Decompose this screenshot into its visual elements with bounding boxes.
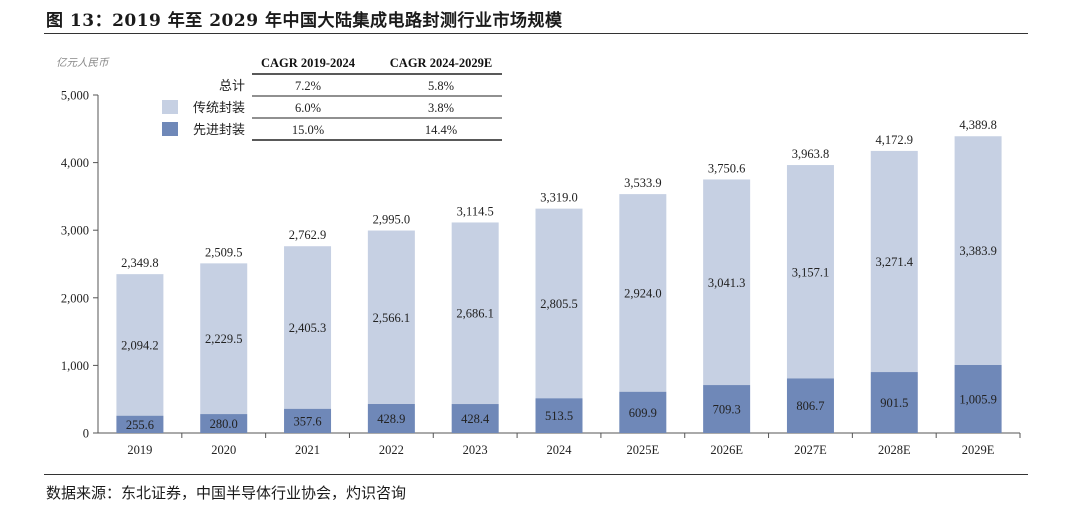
data-label-traditional: 3,383.9 bbox=[959, 244, 997, 258]
bar-traditional bbox=[451, 222, 499, 405]
data-label-advanced: 709.3 bbox=[713, 403, 741, 417]
data-label-traditional: 2,229.5 bbox=[205, 332, 243, 346]
cagr-header-2019-2024: CAGR 2019-2024 bbox=[261, 56, 356, 70]
x-tick-label: 2021 bbox=[295, 443, 320, 457]
source-rule bbox=[44, 474, 1028, 475]
data-label-total: 3,750.6 bbox=[708, 161, 746, 175]
legend-label-advanced: 先进封装 bbox=[193, 123, 245, 138]
data-label-total: 4,389.8 bbox=[959, 118, 997, 132]
bar-traditional bbox=[535, 208, 583, 399]
data-label-advanced: 357.6 bbox=[293, 414, 321, 428]
cagr-value: 6.0% bbox=[295, 101, 321, 115]
bar-traditional bbox=[116, 274, 164, 416]
y-tick-label: 3,000 bbox=[61, 224, 89, 238]
legend-label-total: 总计 bbox=[219, 79, 245, 94]
data-label-advanced: 806.7 bbox=[796, 399, 824, 413]
bar-advanced bbox=[284, 408, 332, 433]
data-label-traditional: 3,041.3 bbox=[708, 276, 746, 290]
x-tick-label: 2029E bbox=[962, 443, 995, 457]
bar-advanced bbox=[451, 404, 499, 433]
cagr-value: 7.2% bbox=[295, 79, 321, 93]
y-tick-label: 4,000 bbox=[61, 156, 89, 170]
cagr-value: 14.4% bbox=[425, 123, 457, 137]
bar-traditional bbox=[870, 150, 918, 373]
y-tick-label: 2,000 bbox=[61, 291, 89, 305]
x-tick-label: 2025E bbox=[626, 443, 659, 457]
data-label-advanced: 280.0 bbox=[210, 417, 238, 431]
data-label-total: 3,114.5 bbox=[457, 204, 494, 218]
x-tick-label: 2020 bbox=[211, 443, 236, 457]
data-label-advanced: 513.5 bbox=[545, 409, 573, 423]
x-tick-label: 2026E bbox=[710, 443, 743, 457]
bar-traditional bbox=[954, 136, 1002, 366]
data-label-traditional: 2,405.3 bbox=[289, 321, 327, 335]
x-tick-label: 2024 bbox=[547, 443, 573, 457]
data-label-total: 3,963.8 bbox=[792, 147, 830, 161]
bar-traditional bbox=[200, 263, 248, 415]
x-tick-label: 2019 bbox=[127, 443, 152, 457]
bar-traditional bbox=[367, 230, 415, 405]
y-tick-label: 5,000 bbox=[61, 89, 89, 103]
data-label-traditional: 2,566.1 bbox=[373, 311, 411, 325]
cagr-value: 15.0% bbox=[292, 123, 324, 137]
source-note: 数据来源：东北证券，中国半导体行业协会，灼识咨询 bbox=[46, 484, 407, 502]
chart-title: 图 13：2019 年至 2029 年中国大陆集成电路封测行业市场规模 bbox=[46, 11, 563, 31]
data-label-traditional: 2,924.0 bbox=[624, 286, 662, 300]
x-tick-label: 2023 bbox=[463, 443, 488, 457]
data-label-advanced: 609.9 bbox=[629, 406, 657, 420]
bar-advanced bbox=[367, 404, 415, 433]
data-label-traditional: 3,157.1 bbox=[792, 265, 830, 279]
data-label-traditional: 2,094.2 bbox=[121, 338, 159, 352]
bar-advanced bbox=[535, 398, 583, 433]
stacked-bar-chart: 亿元人民币 0 1,000 2,000 3,000 4,000 5,000 255.6 2,09… bbox=[56, 56, 1021, 457]
bar-traditional bbox=[786, 165, 834, 379]
bar-advanced bbox=[870, 372, 918, 433]
data-label-total: 2,995.0 bbox=[373, 213, 411, 227]
data-label-total: 2,349.8 bbox=[121, 256, 159, 270]
data-label-advanced: 1,005.9 bbox=[959, 393, 997, 407]
legend-swatch-advanced bbox=[162, 122, 178, 136]
y-tick-label: 1,000 bbox=[61, 359, 89, 373]
data-label-traditional: 2,805.5 bbox=[540, 297, 578, 311]
bar-advanced bbox=[116, 415, 164, 433]
data-label-advanced: 255.6 bbox=[126, 418, 154, 432]
data-label-total: 3,319.0 bbox=[540, 191, 578, 205]
bar-advanced bbox=[786, 378, 834, 433]
x-tick-label: 2022 bbox=[379, 443, 404, 457]
bar-advanced bbox=[200, 414, 248, 433]
data-label-total: 3,533.9 bbox=[624, 176, 662, 190]
data-label-total: 4,172.9 bbox=[876, 133, 914, 147]
bar-advanced bbox=[619, 391, 667, 433]
bar-advanced bbox=[954, 365, 1002, 433]
x-tick-label: 2028E bbox=[878, 443, 911, 457]
data-label-traditional: 2,686.1 bbox=[456, 307, 494, 321]
x-tick-label: 2027E bbox=[794, 443, 827, 457]
unit-label: 亿元人民币 bbox=[56, 57, 110, 69]
y-tick-label: 0 bbox=[83, 427, 89, 441]
legend-swatch-traditional bbox=[162, 100, 178, 114]
bar-traditional bbox=[284, 246, 332, 409]
data-label-total: 2,762.9 bbox=[289, 228, 327, 242]
bar-traditional bbox=[703, 179, 751, 386]
cagr-header-2024-2029: CAGR 2024-2029E bbox=[390, 56, 492, 70]
title-rule bbox=[44, 33, 1028, 34]
data-label-advanced: 428.9 bbox=[377, 412, 405, 426]
bar-advanced bbox=[703, 385, 751, 433]
data-label-total: 2,509.5 bbox=[205, 245, 243, 259]
legend-label-traditional: 传统封装 bbox=[193, 101, 245, 116]
data-label-traditional: 3,271.4 bbox=[876, 255, 914, 269]
bar-traditional bbox=[619, 194, 667, 392]
data-label-advanced: 901.5 bbox=[880, 396, 908, 410]
cagr-value: 3.8% bbox=[428, 101, 454, 115]
data-label-advanced: 428.4 bbox=[461, 412, 490, 426]
cagr-value: 5.8% bbox=[428, 79, 454, 93]
